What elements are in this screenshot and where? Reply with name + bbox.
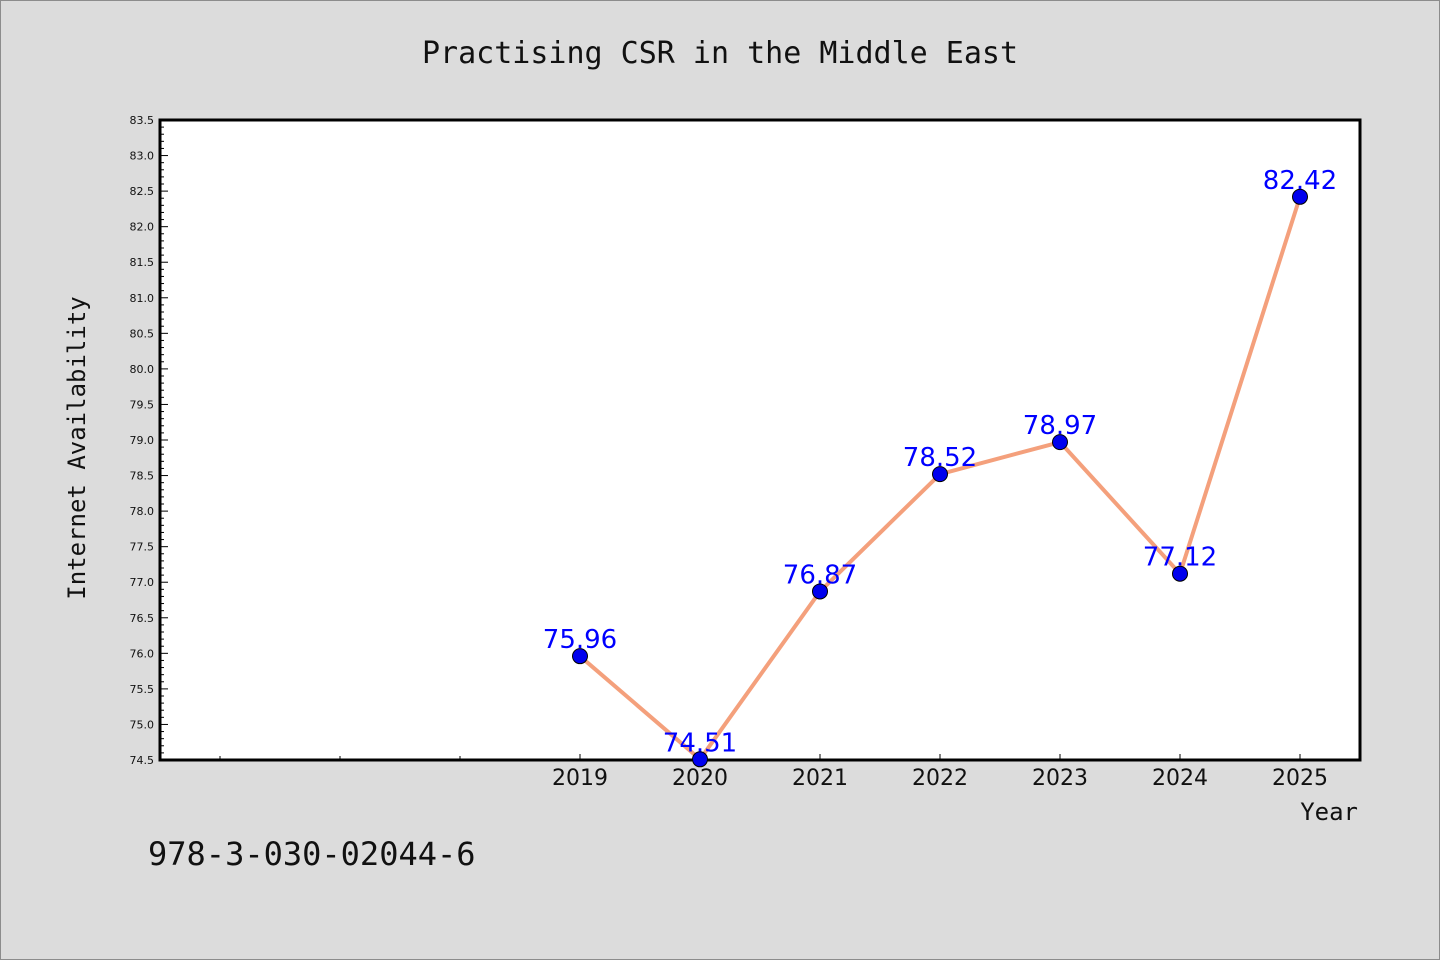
y-tick-label: 78.5 [130, 470, 155, 483]
y-tick-label: 81.5 [130, 256, 155, 269]
y-tick-label: 80.5 [130, 327, 155, 340]
y-tick-label: 76.5 [130, 612, 155, 625]
data-point [932, 466, 948, 483]
data-label: 74.51 [663, 728, 737, 758]
x-tick-label: 2020 [672, 766, 728, 791]
y-tick-label: 77.0 [130, 576, 155, 589]
data-point [1052, 434, 1068, 451]
x-tick-label: 2023 [1032, 766, 1088, 791]
data-label: 77.12 [1143, 543, 1217, 573]
data-point [692, 751, 708, 768]
y-tick-label: 83.5 [130, 114, 155, 127]
data-point [1292, 188, 1308, 205]
data-point [572, 648, 588, 665]
y-axis: 74.5 75.0 75.5 76.0 76.5 77.0 77.5 78.0 78.5 79.0… [130, 114, 168, 767]
data-point [812, 583, 828, 600]
x-tick-label: 2019 [552, 766, 608, 791]
y-tick-label: 75.5 [130, 683, 155, 696]
y-axis-label: Internet Availability [63, 296, 91, 599]
y-tick-label: 82.0 [130, 221, 155, 234]
x-axis: 2019 2020 2021 2022 2023 2024 2025 [219, 754, 1328, 791]
x-tick-label: 2022 [912, 766, 968, 791]
y-tick-label: 75.0 [130, 718, 155, 731]
data-label: 78.97 [1023, 411, 1097, 441]
isbn-label: 978-3-030-02044-6 [148, 835, 476, 873]
y-tick-label: 74.5 [130, 754, 155, 767]
y-tick-label: 79.5 [130, 398, 155, 411]
y-tick-label: 79.0 [130, 434, 155, 447]
data-label: 78.52 [903, 443, 977, 473]
x-tick-label: 2024 [1152, 766, 1208, 791]
chart-title: Practising CSR in the Middle East [422, 36, 1018, 71]
data-point [1172, 565, 1188, 582]
data-label: 82.42 [1263, 166, 1337, 196]
data-label: 75.96 [543, 625, 617, 655]
y-tick-label: 78.0 [130, 505, 155, 518]
x-tick-label: 2025 [1272, 766, 1328, 791]
x-tick-label: 2021 [792, 766, 848, 791]
data-label: 76.87 [783, 560, 857, 590]
y-tick-label: 76.0 [130, 647, 155, 660]
x-axis-label: Year [1300, 798, 1358, 826]
series-layer: 75.96 74.51 76.87 78.52 78.97 77.12 82.42 [543, 166, 1337, 768]
y-tick-label: 83.0 [130, 150, 155, 163]
y-tick-label: 82.5 [130, 185, 155, 198]
y-tick-label: 81.0 [130, 292, 155, 305]
y-tick-label: 80.0 [130, 363, 155, 376]
plot-area [158, 118, 1362, 762]
y-tick-label: 77.5 [130, 541, 155, 554]
